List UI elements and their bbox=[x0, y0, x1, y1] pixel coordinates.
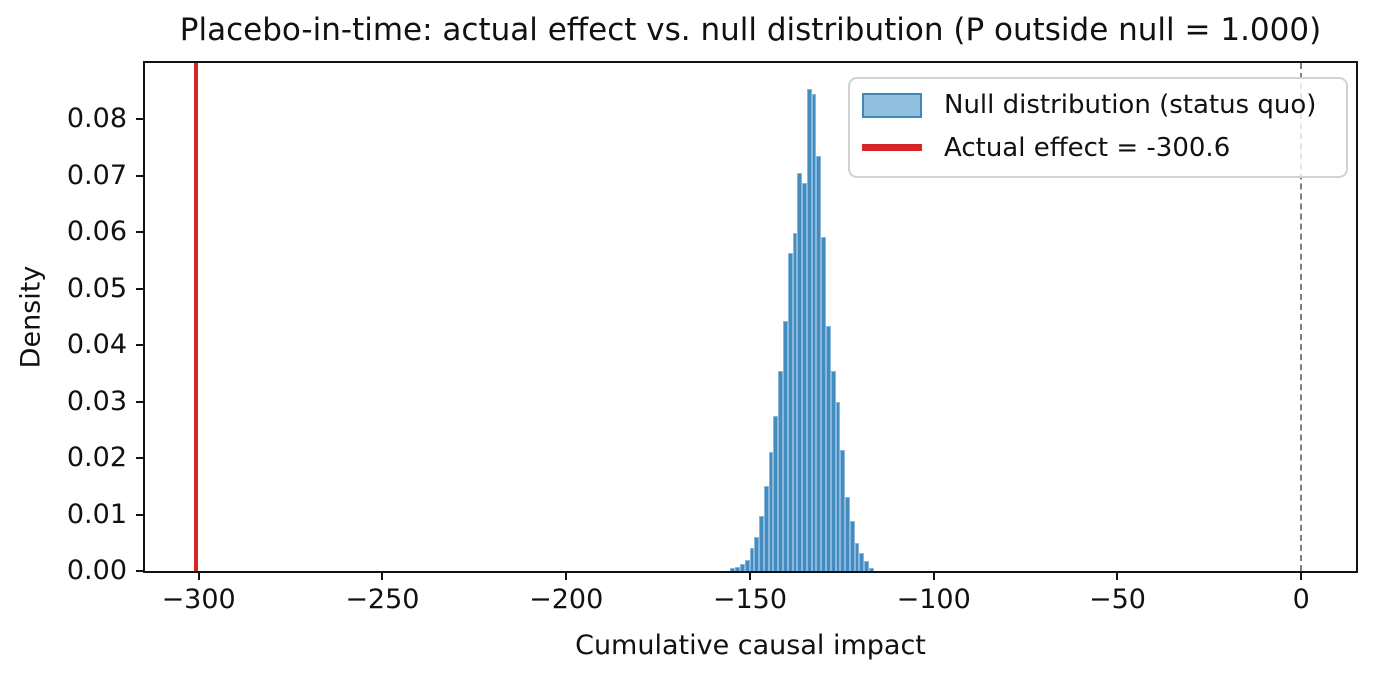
histogram-bar bbox=[730, 568, 736, 571]
y-tick-mark bbox=[136, 400, 145, 403]
histogram-bar bbox=[840, 450, 846, 571]
legend-entry-null-distribution: Null distribution (status quo) bbox=[862, 89, 1334, 122]
histogram-bar bbox=[854, 542, 860, 571]
y-tick-label: 0.04 bbox=[66, 329, 127, 361]
x-tick-mark bbox=[932, 571, 935, 580]
histogram-bar bbox=[740, 564, 745, 571]
y-tick-label: 0.08 bbox=[66, 103, 127, 135]
x-tick-label: −200 bbox=[529, 584, 604, 615]
y-tick-mark bbox=[136, 457, 145, 460]
histogram-bar bbox=[835, 402, 841, 571]
histogram-bar bbox=[821, 237, 827, 571]
histogram-bar bbox=[849, 521, 855, 571]
histogram-bar bbox=[864, 560, 870, 571]
plot-area: −300 −250 −200 −150 −100 −50 0 0.00 0.01 0.02 0.0… bbox=[67, 61, 1358, 615]
x-tick-label: −250 bbox=[345, 584, 420, 615]
histogram-bar bbox=[797, 173, 803, 571]
x-tick-label: 0 bbox=[1292, 584, 1310, 615]
y-tick-label: 0.00 bbox=[66, 555, 127, 586]
x-tick-mark bbox=[565, 571, 568, 580]
histogram-bar bbox=[816, 156, 822, 571]
y-tick-mark bbox=[136, 287, 145, 290]
y-tick-label: 0.02 bbox=[66, 442, 127, 474]
x-tick-label: −300 bbox=[161, 584, 236, 615]
zero-reference-line bbox=[1300, 63, 1303, 571]
null-distribution-swatch bbox=[862, 92, 922, 118]
histogram-bar bbox=[759, 516, 764, 571]
x-tick-label: −150 bbox=[712, 584, 788, 615]
histogram-bar bbox=[768, 451, 774, 571]
histogram-bar bbox=[787, 253, 793, 571]
y-tick-label: 0.05 bbox=[66, 272, 127, 304]
y-tick-label: 0.07 bbox=[66, 159, 127, 191]
histogram-bar bbox=[811, 94, 817, 571]
x-axis-label: Cumulative causal impact bbox=[575, 630, 926, 661]
histogram-bar bbox=[806, 88, 812, 571]
y-tick-mark bbox=[136, 174, 145, 177]
actual-effect-swatch bbox=[862, 144, 922, 152]
histogram-bar bbox=[754, 537, 760, 571]
y-tick-mark bbox=[136, 570, 145, 572]
y-tick-mark bbox=[136, 513, 145, 516]
histogram-bar bbox=[845, 496, 850, 571]
x-tick-label: −100 bbox=[896, 584, 971, 615]
x-tick-mark bbox=[1300, 571, 1303, 580]
histogram-bar bbox=[783, 320, 788, 571]
histogram-bar bbox=[802, 182, 807, 571]
x-tick-mark bbox=[1116, 571, 1119, 580]
actual-effect-line bbox=[194, 63, 199, 571]
y-tick-label: 0.01 bbox=[66, 498, 127, 530]
histogram-bar bbox=[735, 567, 741, 571]
x-tick-mark bbox=[197, 571, 200, 580]
x-tick-label: −50 bbox=[1088, 584, 1146, 615]
histogram-bar bbox=[773, 415, 779, 571]
chart-title: Placebo-in-time: actual effect vs. null … bbox=[179, 12, 1322, 48]
histogram-bar bbox=[778, 370, 784, 571]
y-tick-mark bbox=[136, 231, 145, 234]
x-tick-mark bbox=[748, 571, 751, 580]
histogram-bar bbox=[792, 233, 798, 571]
legend-label: Null distribution (status quo) bbox=[944, 90, 1317, 120]
y-tick-label: 0.06 bbox=[66, 216, 127, 248]
y-tick-mark bbox=[136, 344, 145, 347]
histogram-bar bbox=[763, 486, 769, 571]
histogram-bar bbox=[830, 370, 836, 571]
legend: Null distribution (status quo) Actual ef… bbox=[848, 77, 1348, 178]
histogram-bar bbox=[744, 559, 750, 571]
histogram-bar bbox=[826, 326, 831, 571]
histogram-bar bbox=[749, 548, 755, 571]
histogram-bar bbox=[859, 552, 865, 571]
y-tick-label: 0.03 bbox=[66, 385, 127, 417]
x-tick-mark bbox=[381, 571, 384, 580]
histogram-bar bbox=[869, 567, 874, 571]
legend-entry-actual-effect: Actual effect = -300.6 bbox=[862, 132, 1334, 165]
legend-label: Actual effect = -300.6 bbox=[944, 132, 1231, 163]
y-tick-mark bbox=[136, 118, 145, 121]
